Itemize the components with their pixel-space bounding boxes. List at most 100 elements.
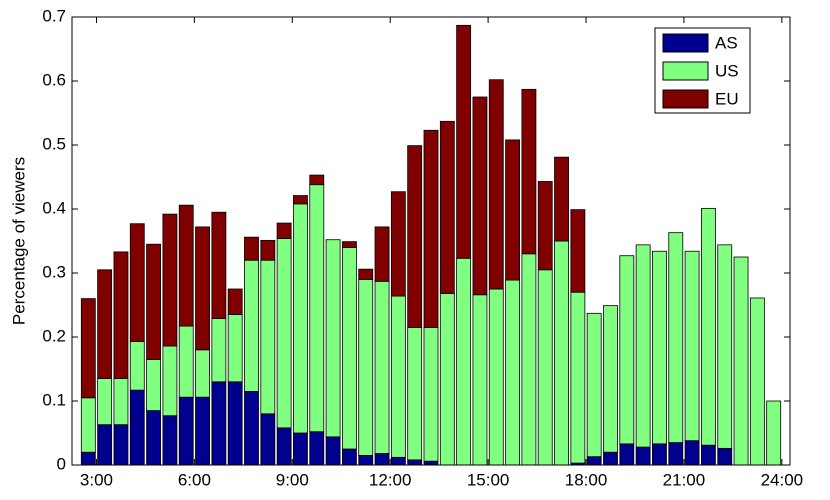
bar-segment bbox=[195, 226, 210, 351]
bar-segment bbox=[325, 239, 341, 438]
bar-segment bbox=[178, 204, 194, 327]
bar-segment bbox=[309, 431, 325, 466]
bar-segment bbox=[537, 269, 553, 466]
bar-segment bbox=[439, 293, 455, 466]
bar-segment bbox=[309, 174, 325, 186]
legend-label: EU bbox=[715, 89, 739, 108]
bar-segment bbox=[390, 295, 406, 458]
x-tick-label: 15:00 bbox=[467, 470, 510, 489]
bar-segment bbox=[260, 239, 276, 261]
x-tick-label: 3:00 bbox=[80, 470, 113, 489]
bar-segment bbox=[80, 451, 96, 466]
bar-segment bbox=[358, 454, 374, 466]
bar-segment bbox=[146, 410, 162, 466]
x-tick-label: 24:00 bbox=[761, 470, 804, 489]
bar-segment bbox=[341, 246, 357, 450]
bar-segment bbox=[407, 145, 423, 328]
bar-segment bbox=[178, 325, 194, 398]
bar-segment bbox=[358, 278, 374, 456]
bar-segment bbox=[146, 358, 162, 411]
legend-label: US bbox=[715, 61, 739, 80]
bar-segment bbox=[195, 396, 210, 466]
bar-segment bbox=[162, 415, 178, 466]
x-tick-label: 9:00 bbox=[276, 470, 309, 489]
bar-segment bbox=[374, 226, 390, 282]
bar-segment bbox=[374, 453, 390, 466]
bar-segment bbox=[374, 280, 390, 454]
x-tick-label: 12:00 bbox=[369, 470, 412, 489]
bar-segment bbox=[603, 305, 618, 453]
bar-segment bbox=[211, 318, 227, 383]
y-tick-label: 0.7 bbox=[42, 6, 66, 25]
bar-segment bbox=[325, 436, 341, 466]
bar-segment bbox=[570, 209, 586, 293]
bar-segment bbox=[341, 448, 357, 466]
bar-segment bbox=[668, 232, 684, 443]
bar-segment bbox=[603, 451, 618, 466]
bar-segment bbox=[113, 251, 129, 380]
bar-segment bbox=[260, 413, 276, 466]
y-tick-label: 0.2 bbox=[42, 326, 66, 345]
bar-segment bbox=[619, 443, 635, 466]
bar-segment bbox=[635, 244, 651, 448]
bar-segment bbox=[276, 427, 292, 466]
bar-segment bbox=[554, 156, 569, 242]
bar-segment bbox=[456, 24, 472, 259]
bar-segment bbox=[293, 195, 308, 205]
legend-swatch bbox=[662, 33, 709, 53]
y-tick-label: 0.1 bbox=[42, 390, 66, 409]
bar-segment bbox=[113, 378, 129, 426]
bar-segment bbox=[97, 424, 113, 466]
bar-segment bbox=[260, 259, 276, 415]
bar-segment bbox=[211, 211, 227, 319]
bar-segment bbox=[635, 446, 651, 466]
bar-segment bbox=[749, 297, 765, 466]
bar-segment bbox=[407, 459, 423, 466]
bar-segment bbox=[293, 432, 308, 466]
bar-segment bbox=[293, 203, 308, 434]
bar-segment bbox=[700, 444, 716, 466]
bar-segment bbox=[472, 294, 488, 466]
bar-segment bbox=[456, 257, 472, 466]
bar-segment bbox=[652, 250, 667, 445]
bar-segment bbox=[390, 191, 406, 297]
bar-segment bbox=[178, 396, 194, 466]
bar-segment bbox=[129, 341, 145, 391]
bar-segment bbox=[276, 238, 292, 429]
y-tick-label: 0 bbox=[57, 454, 66, 473]
bar-segment bbox=[227, 288, 243, 316]
x-tick-label: 18:00 bbox=[565, 470, 608, 489]
bar-segment bbox=[505, 139, 521, 281]
bar-segment bbox=[521, 88, 537, 255]
y-tick-label: 0.3 bbox=[42, 262, 66, 281]
bar-segment bbox=[129, 223, 145, 342]
bar-segment bbox=[146, 243, 162, 360]
bar-segment bbox=[472, 96, 488, 296]
plot-frame bbox=[71, 16, 791, 466]
bar-segment bbox=[586, 456, 602, 466]
bar-segment bbox=[244, 236, 259, 261]
bar-segment bbox=[309, 184, 325, 433]
legend-label: AS bbox=[715, 33, 738, 52]
legend-swatch bbox=[662, 89, 709, 109]
bar-segment bbox=[554, 240, 569, 466]
bar-segment bbox=[244, 390, 259, 466]
legend-swatch bbox=[662, 61, 709, 81]
y-tick-label: 0.4 bbox=[42, 198, 66, 217]
bar-segment bbox=[521, 253, 537, 466]
bar-segment bbox=[766, 400, 782, 466]
y-axis-label: Percentage of viewers bbox=[9, 157, 28, 325]
bar-segment bbox=[80, 397, 96, 453]
y-tick-label: 0.6 bbox=[42, 70, 66, 89]
bar-segment bbox=[407, 326, 423, 461]
bar-segment bbox=[619, 255, 635, 445]
bar-segment bbox=[717, 447, 733, 466]
bar-segment bbox=[423, 326, 439, 462]
bar-segment bbox=[488, 79, 504, 290]
bar-segment bbox=[244, 259, 259, 392]
bar-segment bbox=[537, 181, 553, 271]
bar-segment bbox=[668, 442, 684, 466]
bar-segment bbox=[505, 279, 521, 466]
bar-segment bbox=[341, 241, 357, 248]
bar-segment bbox=[195, 349, 210, 398]
